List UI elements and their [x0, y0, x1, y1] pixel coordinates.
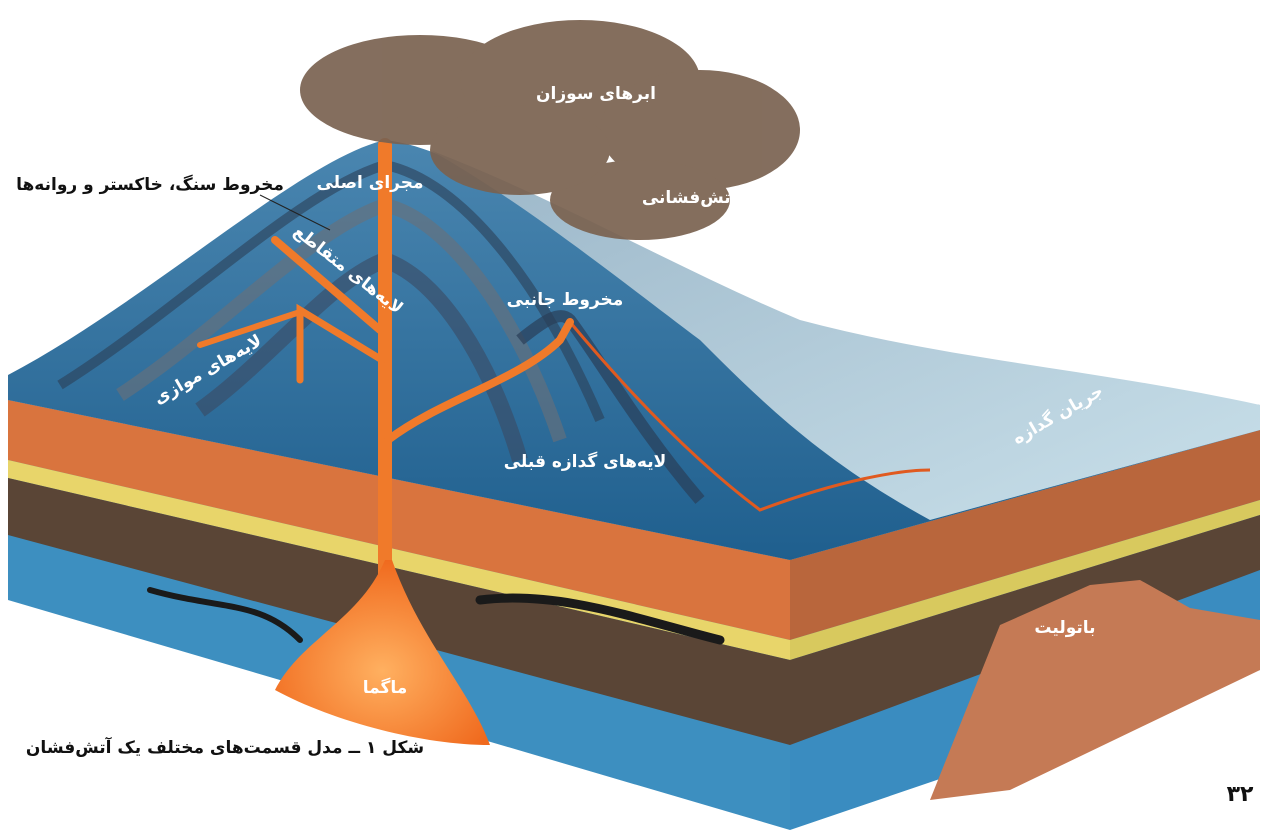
magma-chamber	[275, 560, 490, 745]
block-right-face	[790, 430, 1260, 830]
label: مخروط سنگ، خاکستر و روانه‌ها	[16, 174, 284, 195]
mountain	[8, 140, 1260, 560]
batholith	[930, 580, 1260, 800]
label: ابرهای سوزان	[536, 84, 656, 104]
burning-cloud	[300, 20, 800, 240]
label: لایه‌های گدازه قبلی	[504, 451, 667, 472]
page-number: ۳۲	[1227, 782, 1254, 807]
label: مخروط جانبی	[507, 290, 624, 310]
label: ماگما	[363, 677, 408, 698]
leader-line	[259, 194, 331, 231]
lava-flow	[430, 150, 1260, 520]
label: باتولیت	[1034, 618, 1095, 638]
caption: شکل ۱ ــ مدل قسمت‌های مختلف یک آتش‌فشان	[26, 736, 424, 758]
label: مجرای اصلی	[316, 173, 423, 193]
label: بمب آتش‌فشانی	[642, 186, 778, 208]
